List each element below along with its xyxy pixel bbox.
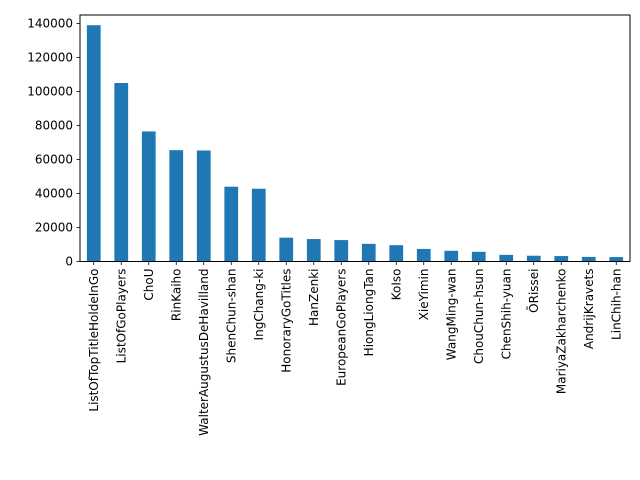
bar-19: [609, 257, 624, 262]
x-tick-label: HonoraryGoTitles: [279, 269, 293, 373]
bar-8: [306, 239, 321, 262]
x-tick-label: IngChang-ki: [252, 269, 266, 341]
x-tick-label: ListOfTopTitleHoldeInGo: [87, 269, 101, 412]
bar-7: [279, 237, 294, 262]
bar-3: [169, 150, 184, 262]
x-tick-label: LinChih-han: [609, 269, 623, 340]
x-tick-label: ChoU: [142, 269, 156, 301]
bar-10: [361, 243, 376, 262]
x-tick-label: ChenShih-yuan: [499, 269, 513, 360]
bars-group: [86, 25, 624, 262]
plot-frame: [79, 14, 631, 262]
x-tick-label: ŌRissei: [527, 269, 541, 313]
x-tick-label: MariyaZakharchenko: [554, 269, 568, 395]
x-axis: ListOfTopTitleHoldeInGo ListOfGoPlayers Ch…: [87, 261, 623, 436]
bar-5: [224, 186, 239, 262]
bar-2: [141, 131, 156, 262]
x-tick-label: ListOfGoPlayers: [114, 269, 128, 364]
y-tick-label: 80000: [35, 119, 73, 133]
bar-11: [389, 245, 404, 262]
bar-14: [471, 251, 486, 262]
y-tick-label: 40000: [35, 187, 73, 201]
bar-9: [334, 240, 349, 262]
bar-18: [581, 256, 596, 262]
bar-12: [416, 248, 431, 262]
y-tick-label: 60000: [35, 153, 73, 167]
bar-4: [196, 150, 211, 262]
x-tick-label: KoIso: [389, 269, 403, 301]
x-tick-label: ChouChun-hsun: [472, 269, 486, 365]
x-tick-label: WalterAugustusDeHavilland: [197, 269, 211, 436]
x-tick-label: HanZenki: [307, 269, 321, 326]
bar-6: [251, 188, 266, 262]
x-tick-label: EuropeanGoPlayers: [334, 269, 348, 386]
y-axis: 0 20000 40000 60000 80000 100000 120000 140000: [27, 17, 80, 269]
y-tick-label: 20000: [35, 221, 73, 235]
bar-17: [554, 256, 569, 262]
y-tick-label: 100000: [27, 85, 73, 99]
y-tick-label: 0: [65, 255, 73, 269]
x-tick-label: RinKaiho: [169, 269, 183, 322]
x-tick-label: ShenChun-shan: [224, 269, 238, 364]
bar-16: [526, 255, 541, 262]
bar-0: [86, 25, 101, 262]
y-tick-label: 140000: [27, 17, 73, 31]
x-tick-label: XieYimin: [417, 269, 431, 321]
x-tick-label: WangMing-wan: [444, 269, 458, 361]
bar-15: [499, 254, 514, 262]
x-tick-label: HiongLiongTan: [362, 269, 376, 357]
x-tick-label: AndrijKravets: [582, 269, 596, 350]
y-tick-label: 120000: [27, 51, 73, 65]
bar-13: [444, 250, 459, 262]
bar-1: [114, 83, 129, 262]
